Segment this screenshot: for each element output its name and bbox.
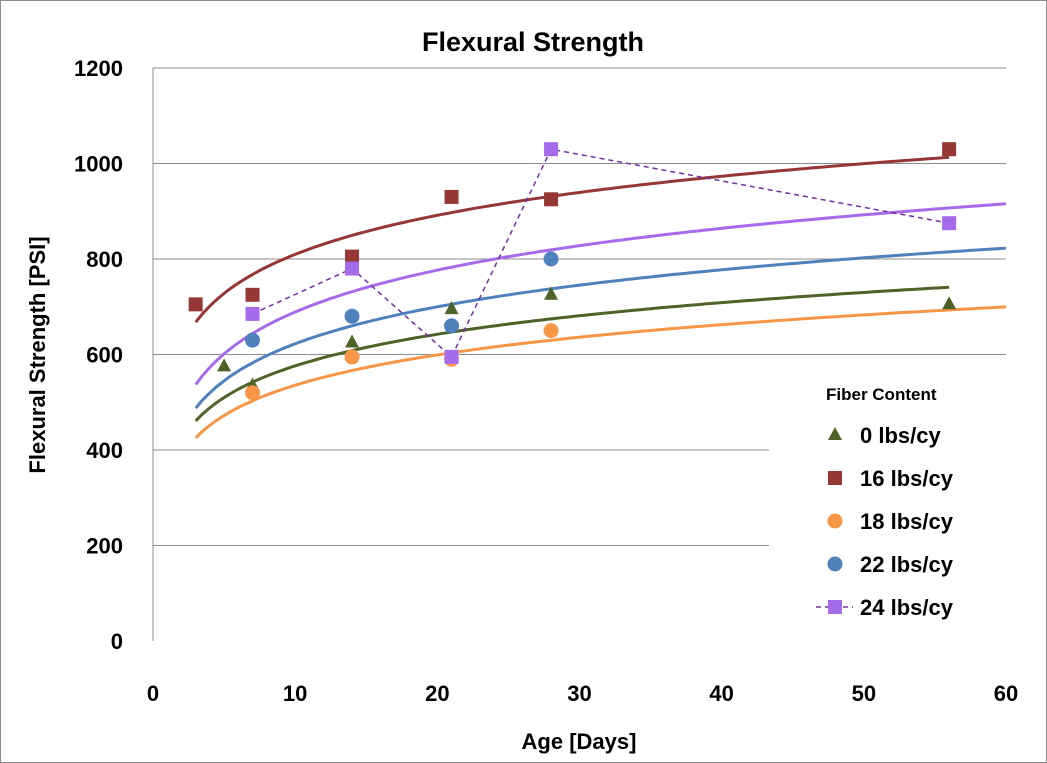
x-axis-title: Age [Days]	[522, 729, 637, 754]
data-point-series-4	[942, 216, 957, 231]
data-point-series-2	[245, 385, 261, 401]
data-point-series-1	[345, 249, 360, 264]
data-point-series-3	[245, 332, 261, 348]
data-point-series-0	[544, 286, 559, 300]
data-point-series-1	[544, 192, 559, 207]
data-point-series-3	[543, 251, 559, 267]
legend-label-series-2: 18 lbs/cy	[860, 509, 954, 534]
plot-area: 0 200 400 600 800 1000 1200 0 10 20 30 40 50 60	[74, 56, 1018, 706]
x-tick-label: 0	[147, 681, 159, 706]
data-point-series-0	[345, 334, 360, 348]
trendline-series-4	[194, 202, 1007, 386]
data-point-series-1	[942, 142, 957, 157]
y-tick-label: 200	[86, 534, 123, 559]
connector-line-series-4	[252, 148, 950, 359]
legend-marker-series-1	[828, 471, 842, 485]
chart-title: Flexural Strength	[422, 27, 644, 57]
legend-marker-series-0	[828, 426, 842, 440]
trendline-series-1	[194, 155, 950, 324]
y-tick-label: 0	[111, 629, 123, 654]
data-point-series-4	[544, 142, 559, 157]
legend-title: Fiber Content	[826, 385, 937, 404]
data-point-series-1	[245, 287, 260, 302]
legend-marker-series-3	[827, 556, 843, 572]
data-point-series-4	[444, 349, 459, 364]
y-tick-label: 800	[86, 247, 123, 272]
data-point-series-2	[543, 323, 559, 339]
legend-label-series-3: 22 lbs/cy	[860, 552, 954, 577]
x-tick-label: 30	[567, 681, 591, 706]
x-tick-label: 10	[283, 681, 307, 706]
data-point-series-4	[345, 261, 360, 276]
x-tick-label: 50	[852, 681, 876, 706]
legend: Fiber Content 0 lbs/cy 16 lbs/cy 18 lbs/cy…	[769, 373, 1006, 635]
legend-label-series-0: 0 lbs/cy	[860, 423, 941, 448]
data-point-series-0	[444, 301, 459, 315]
legend-label-series-1: 16 lbs/cy	[860, 466, 954, 491]
y-tick-label: 1000	[74, 152, 123, 177]
data-point-series-3	[344, 308, 360, 324]
data-point-series-1	[188, 297, 203, 312]
y-axis-title: Flexural Strength [PSI]	[25, 236, 50, 473]
data-point-series-1	[444, 189, 459, 204]
y-tick-label: 600	[86, 343, 123, 368]
x-tick-label: 40	[709, 681, 733, 706]
data-point-series-0	[942, 296, 957, 310]
y-tick-label: 400	[86, 438, 123, 463]
x-tick-label: 60	[994, 681, 1018, 706]
legend-marker-series-2	[827, 513, 843, 529]
legend-background	[769, 373, 1006, 635]
legend-marker-series-4	[828, 600, 842, 614]
trendline-series-2	[194, 305, 1007, 439]
legend-label-series-4: 24 lbs/cy	[860, 595, 954, 620]
trendline-series-3	[194, 246, 1007, 410]
data-point-series-2	[344, 349, 360, 365]
y-tick-label: 1200	[74, 56, 123, 81]
trendline-series-0	[194, 285, 950, 422]
data-point-series-3	[444, 318, 460, 334]
data-point-series-0	[217, 358, 232, 372]
data-point-series-4	[245, 306, 260, 321]
x-tick-label: 20	[425, 681, 449, 706]
